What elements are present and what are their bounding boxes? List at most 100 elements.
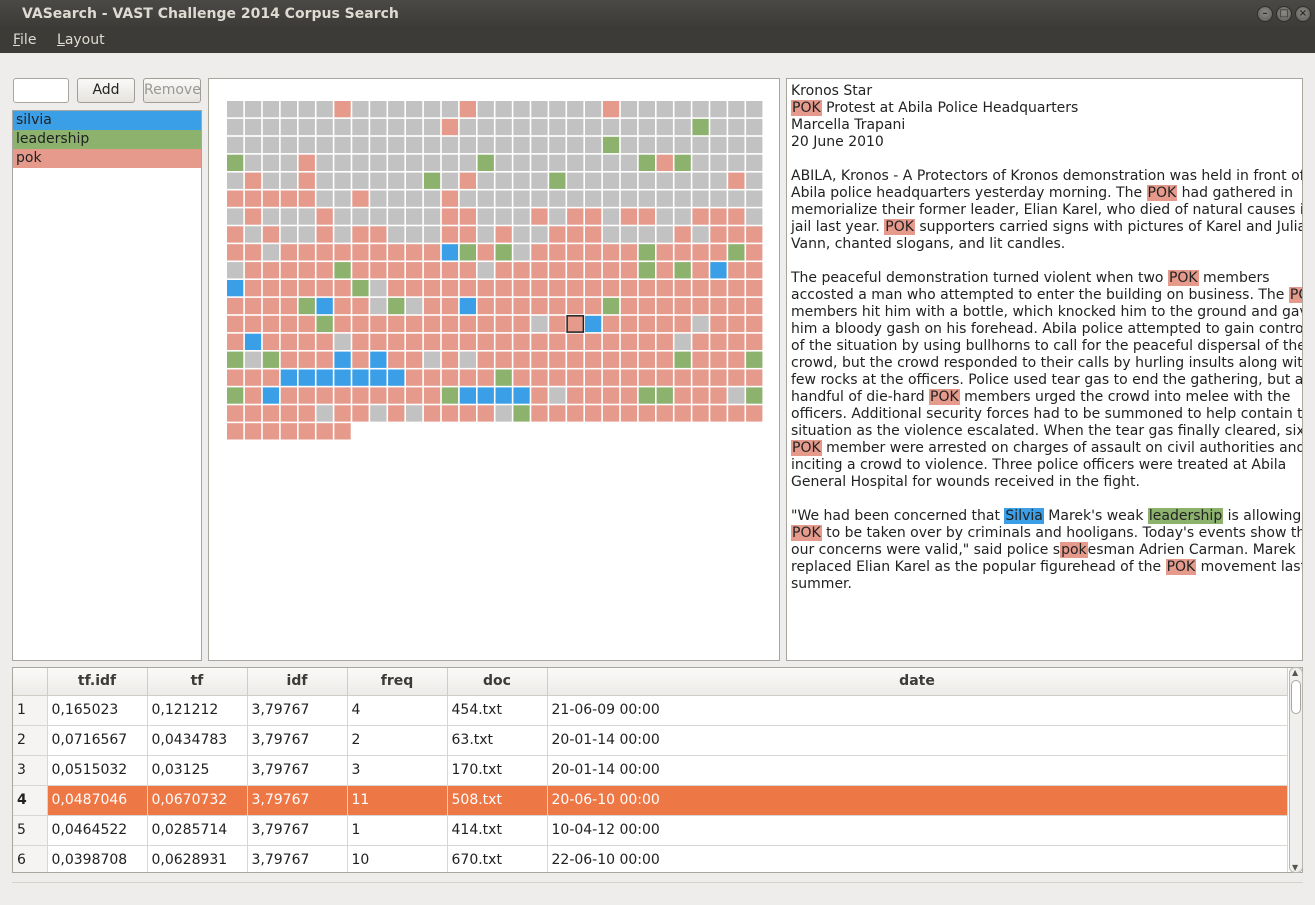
- doc-cell[interactable]: [477, 333, 494, 350]
- doc-cell[interactable]: [459, 369, 476, 386]
- doc-cell[interactable]: [620, 369, 638, 386]
- doc-cell[interactable]: [334, 244, 351, 261]
- doc-cell[interactable]: [280, 423, 297, 440]
- doc-cell[interactable]: [692, 405, 709, 422]
- doc-cell[interactable]: [459, 172, 476, 189]
- doc-cell[interactable]: [746, 172, 763, 189]
- doc-cell[interactable]: [477, 351, 494, 368]
- doc-cell[interactable]: [370, 297, 387, 315]
- doc-cell[interactable]: [227, 190, 244, 207]
- doc-cell[interactable]: [585, 369, 602, 386]
- doc-cell[interactable]: [298, 333, 315, 350]
- doc-cell[interactable]: [531, 405, 548, 422]
- doc-cell[interactable]: [620, 297, 638, 315]
- table-cell-tfidf[interactable]: 0,165023: [47, 695, 148, 726]
- doc-cell[interactable]: [334, 118, 351, 136]
- doc-cell[interactable]: [441, 387, 459, 404]
- table-cell-date[interactable]: 20-01-14 00:00: [547, 725, 1288, 756]
- doc-cell[interactable]: [531, 118, 548, 136]
- doc-cell[interactable]: [620, 333, 638, 350]
- doc-cell[interactable]: [495, 405, 512, 422]
- doc-cell[interactable]: [656, 172, 673, 189]
- doc-cell[interactable]: [352, 208, 369, 225]
- doc-cell[interactable]: [638, 315, 655, 333]
- table-cell-idf[interactable]: 3,79767: [247, 755, 348, 786]
- doc-cell[interactable]: [585, 280, 602, 297]
- doc-cell[interactable]: [388, 136, 405, 154]
- doc-cell[interactable]: [746, 315, 763, 333]
- doc-cell[interactable]: [549, 280, 566, 297]
- doc-cell[interactable]: [585, 172, 602, 189]
- doc-cell[interactable]: [459, 262, 476, 279]
- doc-cell[interactable]: [316, 208, 333, 225]
- doc-cell[interactable]: [406, 190, 423, 207]
- doc-cell[interactable]: [513, 262, 530, 279]
- doc-cell[interactable]: [334, 136, 351, 154]
- doc-cell[interactable]: [549, 244, 566, 261]
- doc-cell[interactable]: [370, 333, 387, 350]
- doc-cell[interactable]: [280, 280, 297, 297]
- doc-cell[interactable]: [495, 244, 512, 261]
- doc-cell[interactable]: [477, 101, 494, 118]
- doc-cell[interactable]: [656, 333, 673, 350]
- doc-cell[interactable]: [280, 172, 297, 189]
- doc-cell[interactable]: [638, 280, 655, 297]
- doc-cell[interactable]: [620, 280, 638, 297]
- doc-cell[interactable]: [728, 315, 745, 333]
- doc-cell[interactable]: [746, 244, 763, 261]
- doc-cell[interactable]: [352, 297, 369, 315]
- doc-cell[interactable]: [388, 154, 405, 171]
- doc-cell[interactable]: [406, 244, 423, 261]
- doc-cell[interactable]: [549, 136, 566, 154]
- doc-cell[interactable]: [316, 172, 333, 189]
- doc-cell[interactable]: [406, 262, 423, 279]
- doc-cell[interactable]: [513, 244, 530, 261]
- doc-cell[interactable]: [710, 154, 727, 171]
- doc-cell[interactable]: [280, 405, 297, 422]
- doc-cell[interactable]: [495, 315, 512, 333]
- doc-cell[interactable]: [316, 333, 333, 350]
- doc-cell[interactable]: [459, 190, 476, 207]
- doc-cell[interactable]: [531, 297, 548, 315]
- doc-cell[interactable]: [262, 154, 280, 171]
- doc-cell[interactable]: [567, 369, 584, 386]
- doc-cell[interactable]: [262, 315, 280, 333]
- doc-cell[interactable]: [746, 226, 763, 243]
- table-cell-doc[interactable]: 508.txt: [447, 785, 548, 816]
- column-header-freq[interactable]: freq: [347, 668, 448, 696]
- doc-cell[interactable]: [244, 226, 262, 243]
- doc-cell[interactable]: [423, 351, 441, 368]
- doc-cell[interactable]: [656, 208, 673, 225]
- doc-cell[interactable]: [441, 405, 459, 422]
- doc-cell[interactable]: [262, 369, 280, 386]
- doc-cell[interactable]: [316, 423, 333, 440]
- doc-cell[interactable]: [352, 172, 369, 189]
- doc-cell[interactable]: [316, 387, 333, 404]
- doc-cell[interactable]: [531, 333, 548, 350]
- doc-cell[interactable]: [513, 118, 530, 136]
- doc-cell[interactable]: [262, 387, 280, 404]
- table-cell-doc[interactable]: 414.txt: [447, 815, 548, 846]
- doc-cell[interactable]: [602, 315, 620, 333]
- scroll-down-icon[interactable]: ▼: [1292, 863, 1299, 872]
- doc-cell[interactable]: [423, 262, 441, 279]
- doc-cell[interactable]: [423, 208, 441, 225]
- row-number[interactable]: 5: [13, 815, 48, 846]
- doc-cell[interactable]: [638, 101, 655, 118]
- table-cell-freq[interactable]: 4: [347, 695, 448, 726]
- doc-cell[interactable]: [298, 136, 315, 154]
- doc-cell[interactable]: [227, 387, 244, 404]
- doc-cell[interactable]: [316, 297, 333, 315]
- doc-cell[interactable]: [495, 226, 512, 243]
- doc-cell[interactable]: [638, 262, 655, 279]
- doc-cell[interactable]: [620, 118, 638, 136]
- doc-cell[interactable]: [227, 118, 244, 136]
- doc-cell[interactable]: [656, 136, 673, 154]
- table-cell-doc[interactable]: 170.txt: [447, 755, 548, 786]
- doc-cell[interactable]: [692, 262, 709, 279]
- doc-cell[interactable]: [316, 136, 333, 154]
- doc-cell[interactable]: [656, 226, 673, 243]
- doc-cell[interactable]: [227, 226, 244, 243]
- doc-cell[interactable]: [423, 297, 441, 315]
- term-item-silvia[interactable]: silvia: [13, 111, 201, 130]
